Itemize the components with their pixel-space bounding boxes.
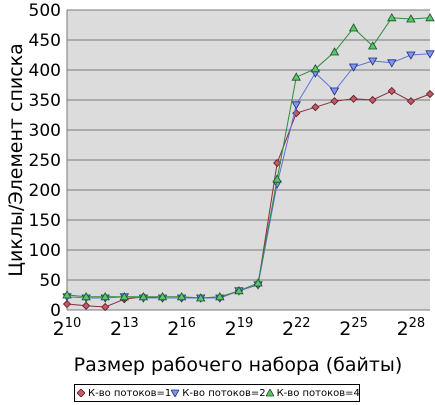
series-1-point [425,89,435,99]
series-2-point [387,59,397,68]
series-1-point [387,86,396,96]
series-1-point [311,103,320,112]
triangle-up-marker-icon [265,389,274,397]
series-3-point [157,291,168,301]
series-2-point [329,87,340,96]
y-tick-label: 200 [29,181,61,201]
series-3-point [138,291,149,301]
x-tick-label: 210 [53,316,82,340]
legend-label-series-3: К-во потоков=4 [276,387,360,399]
x-tick-exponent: 22 [294,316,311,331]
series-3-point [253,278,263,287]
series-1-point [368,95,377,105]
y-axis-ticks: 0 50 100 150 200 250 300 350 400 450 500 [29,1,61,321]
series-3-point [348,23,359,32]
series-3-point [100,291,110,301]
diamond-marker-icon [77,389,85,397]
series-2-point [425,50,435,59]
legend-label-series-2: К-во потоков=2 [182,387,266,399]
series-3-point [425,12,435,22]
series-3-point [62,290,72,299]
series-3-point [234,285,244,295]
series-layer [62,12,435,312]
x-tick-base: 2 [53,318,65,340]
series-3-point [196,293,206,302]
y-tick-label: 150 [29,211,61,231]
triangle-down-marker-icon [171,389,180,397]
series-3 [62,12,435,302]
x-tick-label: 222 [282,316,311,340]
y-tick-label: 400 [29,61,61,81]
x-axis-ticks: 210 213 216 219 222 225 228 [53,316,426,340]
series-1-point [330,97,339,106]
x-tick-base: 2 [167,318,179,340]
x-tick-exponent: 16 [179,316,196,331]
series-3-point [272,174,282,183]
series-2-point [348,63,359,72]
y-tick-label: 250 [29,151,61,171]
x-tick-label: 228 [397,316,426,340]
y-tick-label: 50 [39,271,61,291]
y-tick-label: 0 [50,301,61,321]
series-1-point [273,158,282,168]
y-tick-label: 450 [29,31,61,51]
series-3-point [367,41,378,50]
series-1-point [101,302,110,312]
series-3-line [66,17,431,299]
x-tick-base: 2 [397,318,409,340]
series-2-point [291,101,301,110]
x-tick-exponent: 13 [122,316,139,331]
x-axis-label: Размер рабочего набора (байты) [74,354,403,376]
series-1-point [406,97,415,106]
y-tick-label: 500 [29,1,61,21]
legend-item-series-2: К-во потоков=2 [171,387,266,399]
x-tick-exponent: 25 [351,316,368,331]
series-3-point [310,63,321,73]
series-3-point [387,12,397,22]
legend-item-series-3: К-во потоков=4 [265,387,360,399]
y-tick-label: 300 [29,121,61,141]
series-3-point [406,14,416,23]
series-3-point [215,291,225,301]
legend: К-во потоков=1 К-во потоков=2 К-во поток… [74,384,360,402]
x-tick-base: 2 [339,318,351,340]
series-3-point [119,291,130,301]
series-3-point [291,72,301,81]
x-tick-label: 219 [225,316,254,340]
series-1-point [82,301,91,310]
series-1-point [62,299,72,309]
x-tick-base: 2 [110,318,122,340]
x-tick-label: 216 [167,316,196,340]
x-tick-exponent: 19 [237,316,254,331]
x-tick-base: 2 [225,318,237,340]
x-tick-base: 2 [282,318,294,340]
y-tick-label: 100 [29,241,61,261]
series-1-point [349,94,358,103]
x-tick-label: 225 [339,316,368,340]
x-tick-exponent: 28 [409,316,426,331]
y-tick-label: 350 [29,91,61,111]
grid-lines [66,9,430,311]
y-axis-label: Циклы/Элемент списка [5,43,27,277]
x-tick-exponent: 10 [65,316,82,331]
legend-item-series-1: К-во потоков=1 [77,388,171,399]
x-tick-label: 213 [110,316,139,340]
series-2-point [406,51,416,60]
series-3-point [329,47,340,56]
series-3-point [81,291,91,301]
legend-label-series-1: К-во потоков=1 [88,387,172,399]
series-3-point [176,291,187,301]
series-2-point [367,57,378,66]
